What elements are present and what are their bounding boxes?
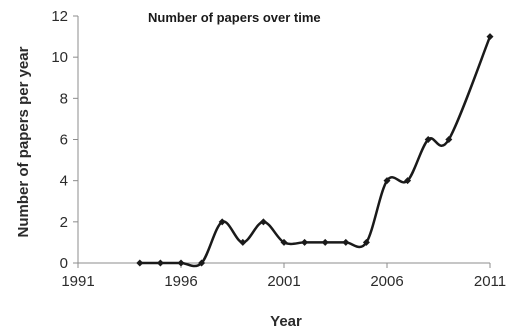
data-point bbox=[321, 238, 329, 246]
data-point bbox=[424, 136, 432, 143]
data-point bbox=[383, 177, 391, 185]
data-point bbox=[156, 259, 164, 267]
y-tick-label: 6 bbox=[60, 132, 68, 149]
y-axis-title: Number of papers per year bbox=[15, 46, 32, 237]
x-axis-ticks: 1991 1996 2001 2006 2011 bbox=[61, 263, 506, 290]
data-point bbox=[259, 218, 267, 226]
data-point bbox=[445, 136, 453, 143]
series-markers bbox=[136, 33, 494, 267]
data-point bbox=[280, 238, 288, 246]
series-line bbox=[138, 35, 492, 268]
data-point bbox=[301, 238, 309, 246]
x-axis-title: Year bbox=[270, 313, 302, 330]
y-tick-label: 8 bbox=[60, 90, 68, 107]
data-point bbox=[486, 33, 494, 41]
data-point bbox=[362, 238, 370, 246]
chart-title: Number of papers over time bbox=[148, 10, 321, 25]
x-tick-label: 2006 bbox=[370, 273, 403, 290]
y-tick-label: 0 bbox=[60, 255, 68, 272]
y-tick-label: 4 bbox=[60, 173, 68, 190]
data-point bbox=[239, 238, 247, 246]
data-point bbox=[198, 259, 206, 267]
data-point bbox=[136, 259, 144, 267]
y-tick-label: 2 bbox=[60, 214, 68, 231]
x-tick-label: 2011 bbox=[474, 273, 506, 290]
data-point bbox=[404, 177, 412, 185]
x-tick-label: 2001 bbox=[267, 273, 300, 290]
y-tick-label: 10 bbox=[51, 49, 68, 66]
x-tick-label: 1991 bbox=[61, 273, 94, 290]
y-tick-label: 12 bbox=[51, 8, 68, 25]
data-point bbox=[177, 259, 185, 267]
data-point bbox=[218, 218, 226, 226]
y-axis-ticks: 0 2 4 6 8 10 12 bbox=[51, 8, 78, 272]
data-point bbox=[342, 238, 350, 246]
x-tick-label: 1996 bbox=[164, 273, 197, 290]
